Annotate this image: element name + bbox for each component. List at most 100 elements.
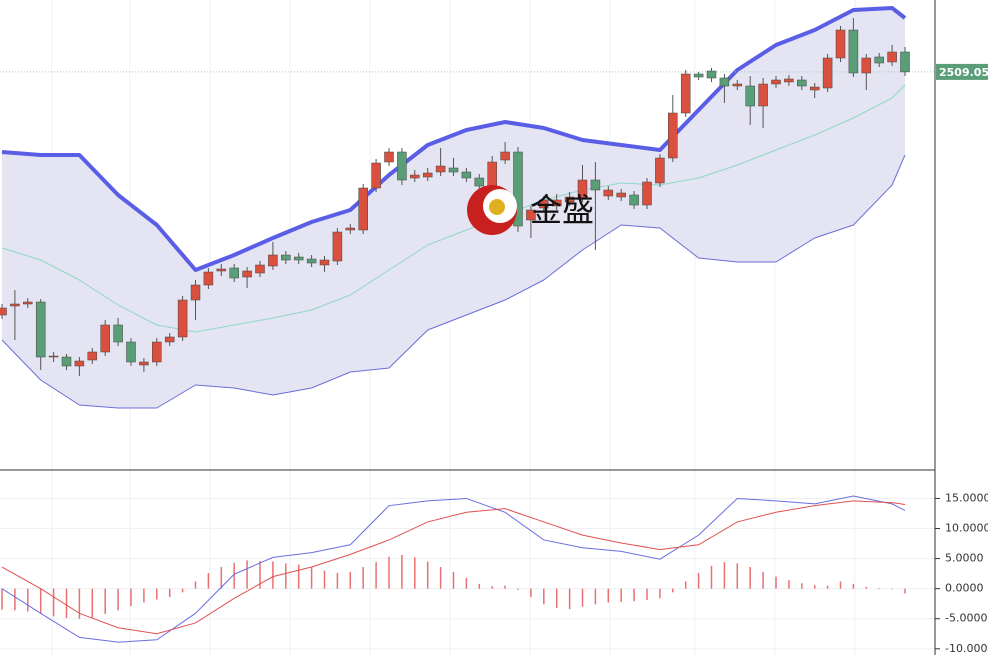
histogram-bar	[775, 576, 777, 589]
histogram-bar	[736, 563, 739, 589]
y-tick-label: 15.0000	[945, 491, 988, 504]
histogram-bar	[91, 588, 94, 618]
candle-body	[668, 112, 678, 159]
candle-body	[23, 301, 33, 305]
candle-body	[655, 157, 665, 184]
price-label-box	[936, 63, 988, 80]
histogram-bar	[633, 588, 635, 602]
histogram-bar	[555, 588, 558, 608]
candle-body	[229, 267, 239, 279]
histogram-bar	[672, 588, 674, 593]
histogram-bar	[852, 583, 855, 589]
candle-body	[268, 254, 278, 267]
candle-body	[680, 73, 691, 114]
band-line	[1, 84, 906, 333]
candle-body	[384, 151, 394, 163]
histogram-bar	[65, 588, 68, 619]
histogram-bar	[517, 588, 519, 590]
histogram-bar	[594, 588, 597, 605]
candle-body	[590, 179, 601, 191]
candle-body	[732, 83, 743, 87]
histogram-bar	[607, 588, 610, 603]
candle-body	[629, 194, 639, 206]
candle-body	[487, 161, 497, 187]
histogram-bar	[543, 588, 545, 605]
candle-body	[771, 79, 781, 85]
histogram-bar	[388, 556, 390, 589]
histogram-bar	[78, 588, 81, 619]
histogram-bar	[478, 583, 481, 589]
price-panel: 2509.05	[0, 6, 988, 409]
candle-body	[100, 324, 110, 353]
y-tick-label: 10.0000	[945, 522, 988, 535]
candle-body	[900, 51, 910, 73]
candle-body	[126, 341, 136, 363]
candle-body	[526, 209, 536, 221]
candle-body	[784, 78, 794, 83]
candle-body	[152, 341, 162, 363]
histogram-bar	[813, 585, 816, 589]
candle-body	[371, 162, 381, 189]
histogram-bar	[336, 573, 339, 589]
watermark-text: 金盛	[530, 191, 594, 229]
histogram-bar	[568, 588, 571, 610]
histogram-bar	[465, 577, 468, 589]
candle-body	[358, 187, 368, 231]
histogram-bar	[491, 586, 493, 589]
histogram-bar	[207, 573, 210, 589]
histogram-bar	[117, 588, 119, 611]
histogram-bar	[194, 581, 197, 589]
candle-body	[693, 73, 704, 78]
candle-body	[848, 29, 859, 74]
histogram-bar	[723, 562, 726, 589]
candle-body	[435, 165, 446, 173]
histogram-bar	[285, 563, 287, 589]
candle-body	[203, 271, 214, 286]
histogram-bar	[52, 588, 55, 617]
histogram-bar	[323, 570, 326, 589]
candle-body	[255, 264, 265, 274]
histogram-bar	[659, 588, 661, 599]
histogram-bar	[581, 588, 584, 607]
candle-body	[603, 189, 614, 197]
histogram-bar	[891, 588, 893, 590]
y-tick-label: 0.0000	[945, 582, 984, 595]
histogram-bar	[865, 586, 868, 589]
y-tick-label: -10.0000	[945, 642, 988, 655]
histogram-bar	[762, 571, 764, 589]
candle-body	[474, 177, 485, 187]
candle-body	[281, 254, 291, 261]
histogram-bar	[259, 561, 261, 589]
histogram-bar	[272, 561, 274, 589]
histogram-bar	[310, 567, 313, 589]
band-line	[1, 6, 907, 272]
macd-line	[1, 500, 906, 635]
y-tick-label: -5.0000	[945, 612, 987, 625]
candle-body	[577, 179, 588, 199]
histogram-bar	[401, 554, 403, 589]
histogram-bar	[27, 588, 29, 612]
candle-body	[0, 307, 7, 316]
candle-body	[874, 56, 884, 64]
histogram-bar	[904, 588, 906, 594]
histogram-bar	[426, 561, 429, 589]
histogram-bar	[168, 588, 171, 598]
histogram-bar	[504, 585, 506, 589]
candle-body	[306, 258, 317, 264]
candle-body	[10, 303, 20, 307]
histogram-bar	[181, 588, 184, 593]
candle-body	[719, 77, 730, 87]
y-tick-label: 5.0000	[945, 552, 984, 565]
histogram-bar	[130, 588, 132, 607]
band-fill	[2, 8, 905, 408]
histogram-bar	[349, 571, 352, 589]
histogram-bar	[1, 588, 3, 610]
histogram-bar	[801, 583, 803, 589]
candle-body	[822, 57, 833, 89]
candle-body	[242, 270, 252, 278]
candle-body	[500, 151, 510, 161]
histogram-bar	[246, 560, 248, 589]
candle-body	[87, 351, 98, 361]
candle-body	[74, 360, 85, 367]
histogram-bar	[156, 588, 158, 600]
